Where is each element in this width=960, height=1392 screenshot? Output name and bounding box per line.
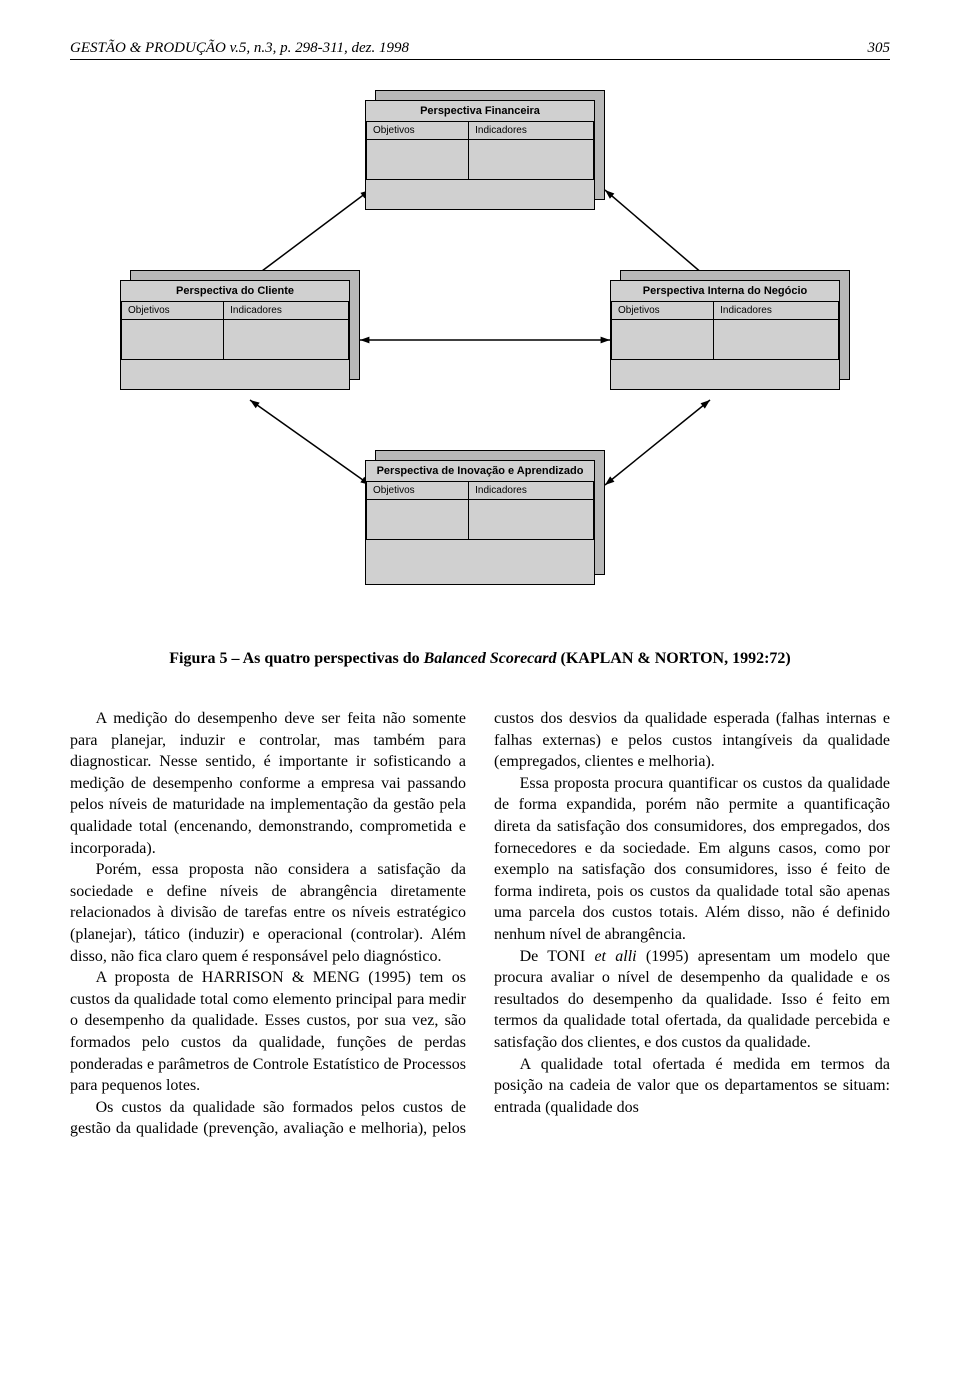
col-objetivos: Objetivos (612, 302, 714, 320)
perspective-card-bottom: Perspectiva de Inovação e AprendizadoObj… (365, 460, 595, 585)
figure-caption-prefix: Figura 5 – As quatro perspectivas do (169, 650, 423, 667)
figure-caption-suffix: (KAPLAN & NORTON, 1992:72) (557, 650, 791, 667)
body-text: A medição do desempenho deve ser feita n… (70, 708, 890, 1140)
journal-ref: GESTÃO & PRODUÇÃO v.5, n.3, p. 298-311, … (70, 40, 409, 57)
text-run: De TONI (520, 948, 595, 965)
card-table: ObjetivosIndicadores (611, 301, 839, 360)
balanced-scorecard-diagram: Perspectiva FinanceiraObjetivosIndicador… (70, 90, 890, 620)
paragraph: De TONI et alli (1995) apresentam um mod… (494, 946, 890, 1054)
text-run-italic: et alli (594, 948, 636, 965)
card-title: Perspectiva Interna do Negócio (611, 281, 839, 301)
paragraph: Porém, essa proposta não considera a sat… (70, 859, 466, 967)
col-objetivos: Objetivos (367, 122, 469, 140)
figure-caption-italic: Balanced Scorecard (424, 650, 557, 667)
col-indicadores: Indicadores (714, 302, 839, 320)
card-title: Perspectiva de Inovação e Aprendizado (366, 461, 594, 481)
perspective-card-left: Perspectiva do ClienteObjetivosIndicador… (120, 280, 350, 390)
col-indicadores: Indicadores (469, 122, 594, 140)
col-objetivos: Objetivos (367, 482, 469, 500)
paragraph: A proposta de HARRISON & MENG (1995) tem… (70, 967, 466, 1097)
figure-caption: Figura 5 – As quatro perspectivas do Bal… (70, 650, 890, 668)
col-indicadores: Indicadores (224, 302, 349, 320)
card-title: Perspectiva do Cliente (121, 281, 349, 301)
page: GESTÃO & PRODUÇÃO v.5, n.3, p. 298-311, … (0, 0, 960, 1180)
paragraph: Essa proposta procura quantificar os cus… (494, 773, 890, 946)
card-table: ObjetivosIndicadores (366, 121, 594, 180)
paragraph: A medição do desempenho deve ser feita n… (70, 708, 466, 859)
card-title: Perspectiva Financeira (366, 101, 594, 121)
perspective-card-top: Perspectiva FinanceiraObjetivosIndicador… (365, 100, 595, 210)
page-number: 305 (868, 40, 891, 57)
perspective-card-right: Perspectiva Interna do NegócioObjetivosI… (610, 280, 840, 390)
col-indicadores: Indicadores (469, 482, 594, 500)
card-table: ObjetivosIndicadores (121, 301, 349, 360)
paragraph: A qualidade total ofertada é medida em t… (494, 1054, 890, 1119)
card-table: ObjetivosIndicadores (366, 481, 594, 540)
running-head: GESTÃO & PRODUÇÃO v.5, n.3, p. 298-311, … (70, 40, 890, 60)
col-objetivos: Objetivos (122, 302, 224, 320)
